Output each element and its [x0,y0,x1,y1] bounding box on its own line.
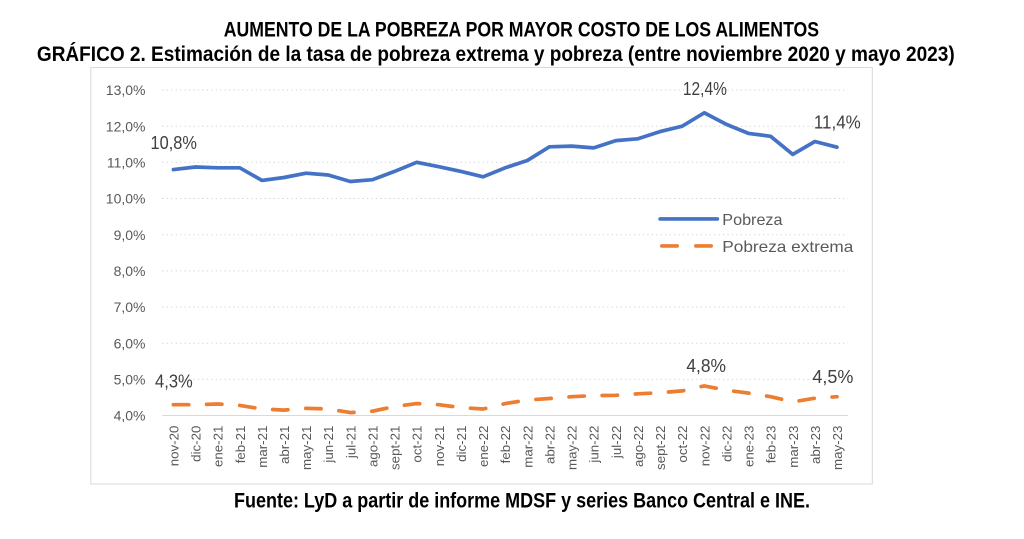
svg-text:jun-22: jun-22 [587,426,602,464]
svg-text:GRÁFICO 2. Estimación de la ta: GRÁFICO 2. Estimación de la tasa de pobr… [37,43,955,66]
svg-text:sept-22: sept-22 [653,426,668,470]
svg-text:abr-21: abr-21 [277,426,292,464]
svg-text:feb-23: feb-23 [764,426,779,464]
svg-text:5,0%: 5,0% [114,372,146,388]
svg-text:8,0%: 8,0% [114,263,146,279]
svg-text:mar-21: mar-21 [255,426,270,468]
svg-text:may-21: may-21 [299,426,314,470]
svg-text:nov-22: nov-22 [697,426,712,467]
svg-text:jun-21: jun-21 [321,426,336,464]
svg-text:mar-23: mar-23 [786,426,801,468]
svg-text:may-22: may-22 [565,426,580,470]
svg-text:dic-20: dic-20 [189,426,204,462]
svg-text:4,3%: 4,3% [155,371,193,392]
svg-text:dic-22: dic-22 [719,426,734,462]
svg-text:jul-22: jul-22 [609,426,624,460]
svg-text:13,0%: 13,0% [106,82,146,98]
svg-text:11,4%: 11,4% [814,112,861,133]
svg-text:ago-21: ago-21 [366,426,381,467]
svg-text:AUMENTO DE LA POBREZA POR MAYO: AUMENTO DE LA POBREZA POR MAYOR COSTO DE… [224,19,819,42]
svg-text:9,0%: 9,0% [114,227,146,243]
svg-text:Fuente: LyD a partir de inform: Fuente: LyD a partir de informe MDSF y s… [234,489,810,513]
svg-text:Pobreza extrema: Pobreza extrema [722,239,853,256]
svg-text:oct-22: oct-22 [675,426,690,463]
svg-text:Pobreza: Pobreza [722,212,782,229]
svg-text:feb-22: feb-22 [498,426,513,464]
svg-text:nov-20: nov-20 [166,426,181,467]
svg-text:4,0%: 4,0% [114,408,146,424]
svg-text:ene-23: ene-23 [742,426,757,467]
svg-text:12,0%: 12,0% [106,118,146,134]
svg-text:feb-21: feb-21 [233,426,248,464]
svg-text:sept-21: sept-21 [388,426,403,470]
svg-text:ene-22: ene-22 [476,426,491,467]
svg-text:oct-21: oct-21 [410,426,425,463]
svg-text:ene-21: ene-21 [211,426,226,467]
svg-text:ago-22: ago-22 [631,426,646,467]
svg-text:may-23: may-23 [830,426,845,470]
svg-text:10,8%: 10,8% [151,132,197,153]
svg-text:abr-23: abr-23 [808,426,823,464]
svg-text:abr-22: abr-22 [542,426,557,464]
svg-text:mar-22: mar-22 [520,426,535,468]
svg-text:4,5%: 4,5% [812,366,853,387]
svg-text:4,8%: 4,8% [686,355,726,376]
svg-text:nov-21: nov-21 [432,426,447,467]
svg-text:12,4%: 12,4% [683,78,727,99]
svg-text:7,0%: 7,0% [114,299,146,315]
svg-text:11,0%: 11,0% [107,154,146,170]
svg-text:dic-21: dic-21 [454,426,469,462]
svg-text:10,0%: 10,0% [106,191,146,207]
svg-text:jul-21: jul-21 [343,426,358,460]
svg-text:6,0%: 6,0% [114,335,146,351]
